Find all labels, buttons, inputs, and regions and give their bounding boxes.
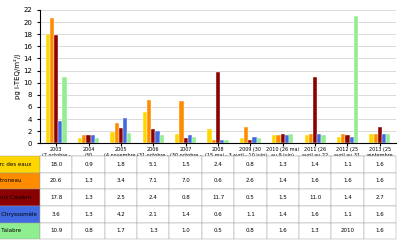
Bar [123,118,127,143]
Bar [160,135,164,143]
Bar [91,135,95,143]
Bar [345,135,350,143]
Bar [374,134,378,143]
Bar [46,34,50,143]
Bar [62,77,67,143]
Bar [78,138,82,143]
Bar [175,134,179,143]
Bar [192,137,196,143]
Bar [147,100,151,143]
Bar [252,137,257,143]
Bar [257,138,261,143]
Bar [341,134,345,143]
Bar [378,127,382,143]
Bar [350,137,354,143]
Bar [86,135,91,143]
Bar [114,123,119,143]
Bar [208,129,212,143]
Bar [54,35,58,143]
Bar [224,140,228,143]
Bar [285,135,289,143]
Y-axis label: pg i-TEQ/m²/j: pg i-TEQ/m²/j [14,54,20,99]
Bar [369,134,374,143]
Bar [50,18,54,143]
Bar [244,127,248,143]
Bar [95,138,99,143]
Bar [313,77,317,143]
Bar [354,16,358,143]
Bar [386,134,390,143]
Bar [155,130,160,143]
Bar [220,140,224,143]
Bar [212,140,216,143]
Bar [179,101,184,143]
Bar [289,134,293,143]
Bar [281,134,285,143]
Bar [127,133,132,143]
Bar [58,122,62,143]
Bar [240,138,244,143]
Bar [317,134,322,143]
Bar [337,137,341,143]
Bar [272,135,276,143]
Bar [151,129,155,143]
Bar [119,128,123,143]
Bar [382,134,386,143]
Bar [143,112,147,143]
Bar [184,138,188,143]
Bar [322,135,326,143]
Bar [188,135,192,143]
Bar [276,135,281,143]
Bar [309,134,313,143]
Bar [110,132,114,143]
Bar [82,135,86,143]
Bar [216,72,220,143]
Bar [304,135,309,143]
Bar [248,140,252,143]
